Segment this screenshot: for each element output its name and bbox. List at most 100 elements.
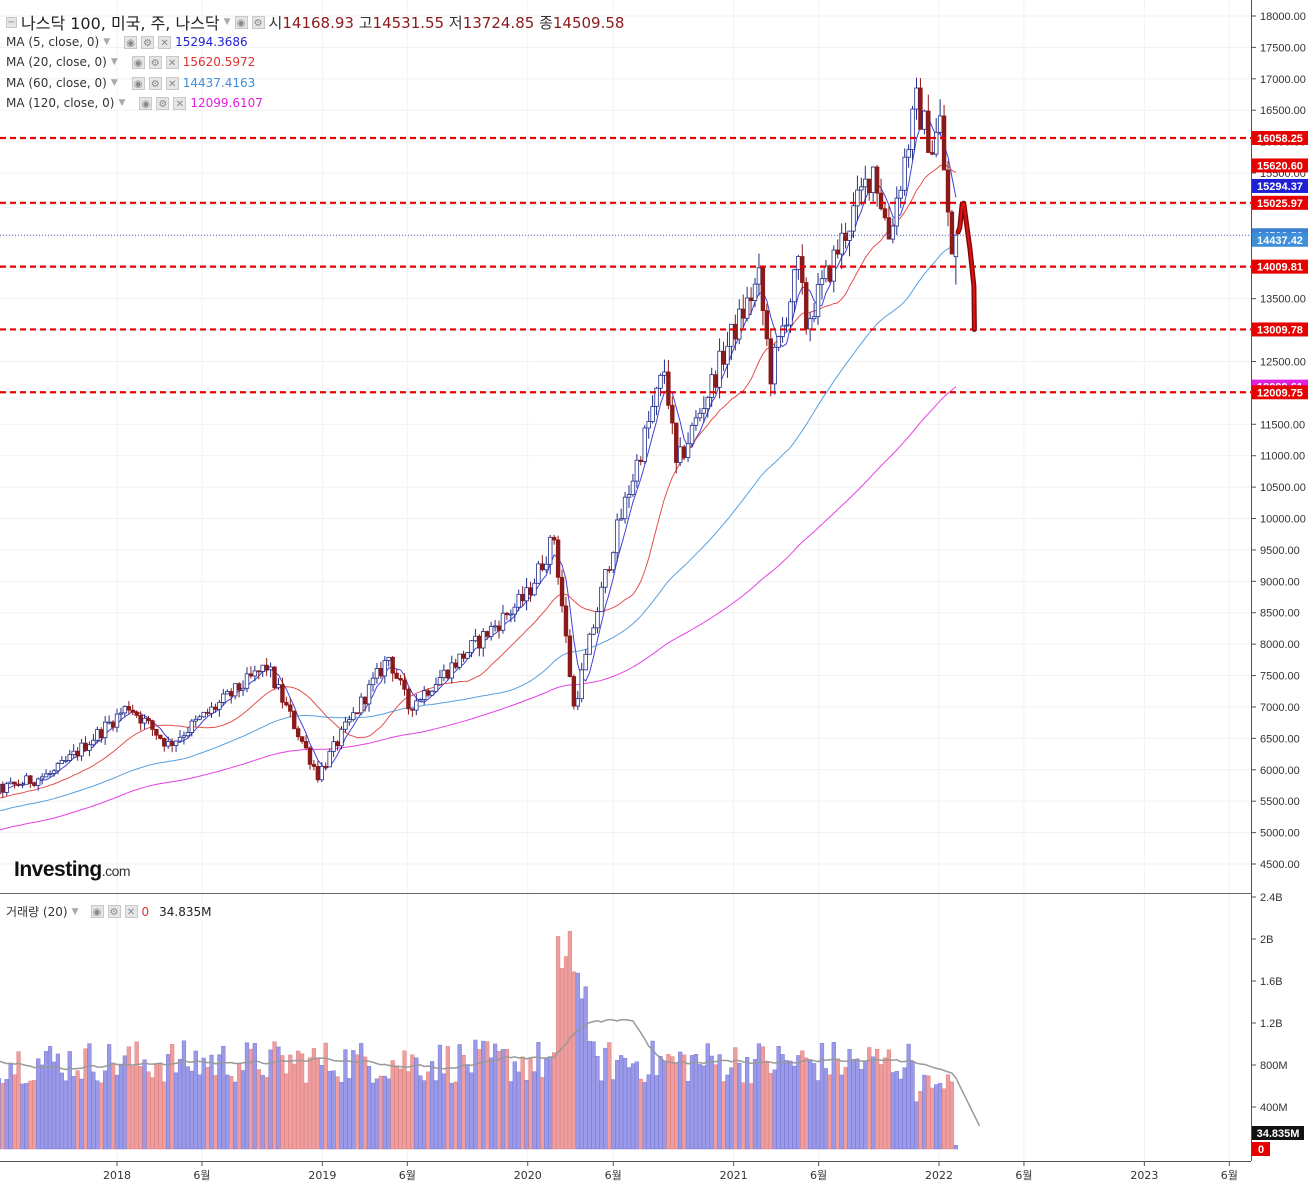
candle-up (437, 677, 443, 685)
volume-bar (177, 1058, 183, 1150)
close-icon[interactable]: ✕ (173, 96, 187, 110)
volume-bar (225, 1074, 230, 1150)
volume-bar (756, 1043, 762, 1150)
chevron-down-icon[interactable]: ▼ (118, 98, 126, 108)
volume-bar (827, 1074, 832, 1150)
time-tick-label: 2018 (103, 1169, 131, 1182)
volume-tag (1252, 1142, 1270, 1156)
volume-bar (914, 1101, 919, 1150)
settings-icon[interactable]: ⚙ (107, 905, 121, 918)
candle-up (776, 336, 781, 348)
volume-bar (449, 1083, 454, 1150)
volume-bar (839, 1074, 844, 1150)
visibility-icon[interactable]: ◉ (139, 96, 153, 110)
candle-up (0, 783, 2, 795)
volume-bar (205, 1066, 210, 1150)
candle-up (418, 699, 423, 702)
volume-bar (571, 971, 576, 1150)
chevron-down-icon[interactable]: ▼ (223, 17, 231, 27)
candle-up (370, 677, 376, 686)
volume-bar (95, 1080, 100, 1150)
volume-tick-label: 400M (1260, 1102, 1288, 1114)
chevron-down-icon[interactable]: ▼ (110, 78, 118, 88)
candle-down (607, 569, 612, 572)
candle-down (162, 738, 167, 747)
volume-bar (800, 1050, 805, 1150)
volume-bar (823, 1068, 829, 1150)
volume-bar (197, 1074, 202, 1150)
volume-bar (465, 1065, 470, 1150)
volume-bar (8, 1062, 13, 1150)
candle-down (670, 404, 675, 424)
collapse-icon[interactable]: − (6, 16, 17, 28)
volume-bar (721, 1081, 726, 1150)
ma20-legend: MA (20, close, 0) ▼ ◉ ⚙ ✕ 15620.5972 (6, 55, 255, 69)
symbol-name[interactable]: 나스닥 100, 미국, 주, 나스닥 (21, 14, 220, 33)
candle-down (299, 736, 305, 742)
visibility-icon[interactable]: ◉ (234, 15, 248, 29)
candle-up (500, 612, 506, 631)
candle-down (355, 712, 360, 715)
ma5-label[interactable]: MA (5, close, 0) (6, 35, 100, 49)
close-icon[interactable]: ✕ (165, 55, 179, 69)
candle-down (284, 701, 289, 706)
volume-bar (693, 1053, 699, 1150)
candle-down (485, 631, 490, 637)
time-tick-label: 2020 (514, 1169, 542, 1182)
volume-bar (355, 1054, 360, 1150)
visibility-icon[interactable]: ◉ (131, 76, 145, 90)
close-icon[interactable]: ✕ (158, 35, 172, 49)
candle-down (878, 192, 884, 210)
chevron-down-icon[interactable]: ▼ (71, 906, 79, 917)
candle-up (937, 115, 943, 133)
candle-up (8, 781, 13, 785)
chevron-down-icon[interactable]: ▼ (110, 57, 118, 67)
volume-bar (126, 1046, 131, 1150)
ma20-label[interactable]: MA (20, close, 0) (6, 55, 107, 69)
volume-bar (0, 1078, 1, 1150)
settings-icon[interactable]: ⚙ (148, 76, 162, 90)
open-value: 14168.93 (282, 13, 354, 32)
price-tick-label: 5000.00 (1260, 828, 1300, 840)
volume-bar (244, 1042, 250, 1150)
volume-bar (311, 1048, 317, 1150)
candle-up (532, 582, 537, 596)
volume-bar (595, 1056, 600, 1150)
volume-bar (32, 1079, 37, 1150)
time-tick-label: 2019 (308, 1169, 336, 1182)
volume-label[interactable]: 거래량 (20) (6, 905, 68, 919)
candle-down (941, 115, 947, 171)
settings-icon[interactable]: ⚙ (141, 35, 155, 49)
chevron-down-icon[interactable]: ▼ (103, 37, 111, 47)
candle-down (674, 422, 679, 463)
volume-bar (20, 1083, 25, 1150)
candle-down (83, 742, 88, 751)
visibility-icon[interactable]: ◉ (124, 35, 138, 49)
volume-bar (107, 1044, 112, 1150)
close-icon[interactable]: ✕ (124, 905, 138, 918)
settings-icon[interactable]: ⚙ (156, 96, 170, 110)
visibility-icon[interactable]: ◉ (131, 55, 145, 69)
volume-tick-label: 2B (1260, 934, 1273, 946)
candle-up (807, 318, 813, 330)
ma120-label[interactable]: MA (120, close, 0) (6, 96, 115, 110)
settings-icon[interactable]: ⚙ (148, 55, 162, 69)
candle-up (603, 569, 608, 588)
settings-icon[interactable]: ⚙ (251, 15, 265, 29)
candle-down (867, 178, 872, 193)
candle-up (870, 166, 876, 193)
candle-down (882, 208, 888, 219)
volume-bar (63, 1080, 68, 1150)
volume-bar (378, 1075, 383, 1150)
ma60-label[interactable]: MA (60, close, 0) (6, 76, 107, 90)
candle-down (248, 673, 254, 677)
symbol-legend: − 나스닥 100, 미국, 주, 나스닥 ▼ ◉ ⚙ 시14168.93 고1… (6, 10, 624, 34)
volume-bar (867, 1047, 872, 1150)
candle-up (737, 308, 742, 340)
price-tick-label: 6500.00 (1260, 733, 1300, 745)
visibility-icon[interactable]: ◉ (90, 905, 104, 918)
volume-bar (575, 972, 580, 1150)
candle-up (102, 721, 108, 739)
close-icon[interactable]: ✕ (165, 76, 179, 90)
